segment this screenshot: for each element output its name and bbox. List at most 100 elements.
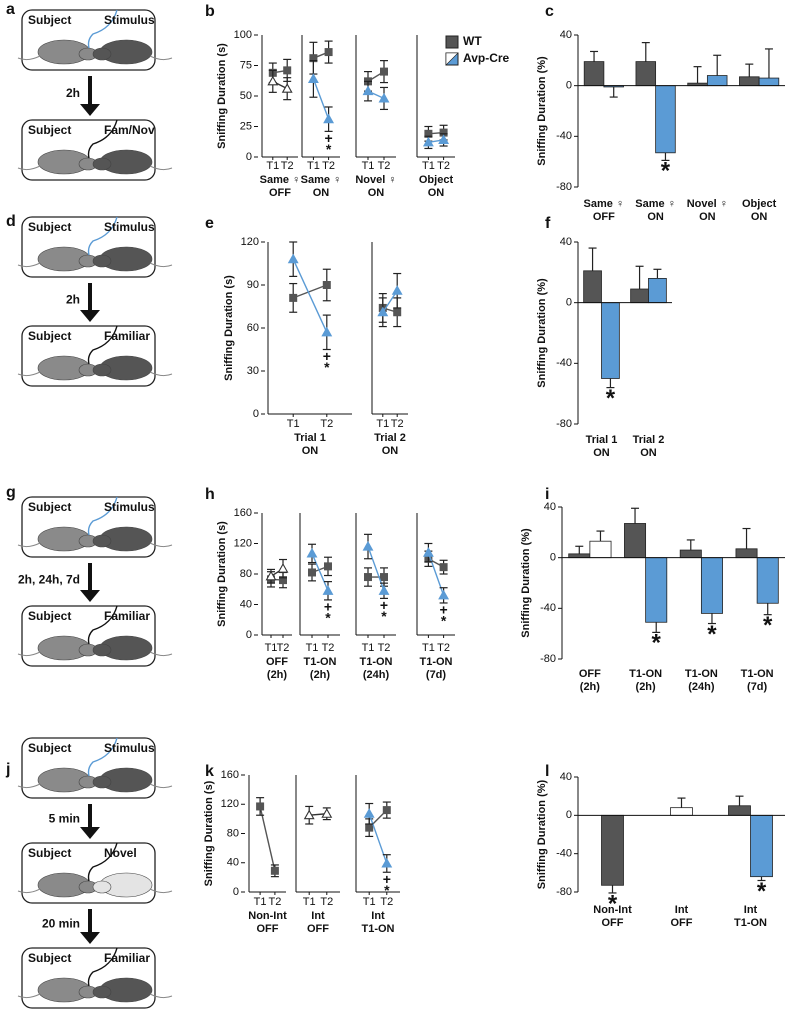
marker-square bbox=[393, 308, 402, 317]
series-line bbox=[311, 553, 329, 592]
x-tick-label: OFF (2h) bbox=[579, 668, 601, 693]
mouse-tail bbox=[17, 888, 41, 894]
y-tick-label: 90 bbox=[247, 279, 259, 291]
box-right-label: Stimulus bbox=[104, 13, 155, 27]
y-tick-label: 40 bbox=[227, 857, 239, 869]
marker-square bbox=[308, 568, 316, 577]
y-tick-label: 0 bbox=[253, 408, 259, 420]
fiber bbox=[87, 605, 118, 645]
bar bbox=[706, 75, 728, 87]
bar bbox=[589, 540, 612, 559]
marker-square bbox=[380, 573, 388, 582]
facet-label: Same ♀ ON bbox=[301, 174, 342, 199]
significance: + bbox=[324, 599, 332, 615]
x-tick-label: T1 bbox=[362, 642, 375, 654]
marker-triangle bbox=[378, 585, 390, 595]
mouse-head bbox=[92, 157, 112, 171]
y-tick-label: 40 bbox=[240, 598, 252, 610]
panel-letter: h bbox=[205, 486, 215, 503]
mouse-tail bbox=[17, 165, 41, 171]
bar bbox=[739, 76, 760, 87]
series-line bbox=[368, 813, 388, 864]
x-tick-label: Int T1-ON bbox=[734, 904, 767, 929]
marker-square bbox=[364, 573, 372, 582]
significance: * bbox=[652, 630, 662, 657]
y-tick-label: 0 bbox=[566, 297, 572, 309]
marker-triangle bbox=[307, 73, 319, 83]
box-right-label: Fam/Nov bbox=[104, 123, 155, 137]
fiber bbox=[87, 9, 118, 49]
x-tick-label: T2 bbox=[320, 896, 333, 908]
arrow-head bbox=[80, 827, 100, 839]
box-left-label: Subject bbox=[28, 329, 71, 343]
x-tick-label: T1 bbox=[265, 642, 278, 654]
panel-letter: l bbox=[545, 763, 549, 780]
marker-triangle bbox=[265, 570, 277, 581]
y-axis-label: Sniffing Duration (%) bbox=[536, 779, 548, 889]
series-line bbox=[259, 806, 276, 871]
bar bbox=[728, 805, 751, 816]
panel-letter: f bbox=[545, 215, 551, 232]
box-right-label: Familiar bbox=[104, 951, 150, 965]
mouse-head bbox=[92, 643, 112, 657]
marker-square bbox=[324, 48, 333, 57]
significance: * bbox=[608, 890, 618, 917]
facet-label: Same ♀ OFF bbox=[260, 174, 301, 199]
facet-label: Int OFF bbox=[307, 910, 329, 935]
x-tick-label: T1 bbox=[254, 896, 267, 908]
x-tick-label: T1-ON (2h) bbox=[629, 668, 662, 693]
marker-square bbox=[256, 802, 265, 811]
marker-square bbox=[270, 866, 279, 875]
x-tick-label: T2 bbox=[277, 642, 290, 654]
significance: * bbox=[381, 608, 387, 624]
box-left-label: Subject bbox=[28, 500, 71, 514]
box-right-label: Familiar bbox=[104, 329, 150, 343]
fiber bbox=[87, 325, 118, 365]
marker-triangle bbox=[381, 857, 393, 868]
y-tick-label: 80 bbox=[227, 827, 239, 839]
significance: * bbox=[384, 882, 390, 898]
significance: + bbox=[325, 130, 333, 146]
facet-label: OFF (2h) bbox=[266, 656, 288, 681]
y-axis-label: Sniffing Duration (s) bbox=[223, 275, 235, 381]
mouse-tail bbox=[149, 371, 173, 377]
mouse-head bbox=[92, 534, 112, 548]
arrow-head bbox=[80, 590, 100, 602]
x-tick-label: T2 bbox=[437, 642, 450, 654]
marker-square bbox=[283, 66, 292, 75]
y-tick-label: 25 bbox=[240, 120, 252, 132]
box-right-label: Stimulus bbox=[104, 741, 155, 755]
facet-label: Non-Int OFF bbox=[248, 910, 287, 935]
significance: * bbox=[326, 141, 332, 157]
facet-label: Novel ♀ ON bbox=[355, 174, 396, 199]
y-tick-label: 0 bbox=[246, 151, 252, 163]
x-tick-label: T2 bbox=[380, 896, 393, 908]
x-tick-label: T2 bbox=[322, 642, 335, 654]
x-tick-label: T1 bbox=[422, 642, 435, 654]
marker-triangle bbox=[422, 547, 434, 557]
y-tick-label: -40 bbox=[556, 130, 572, 142]
x-tick-label: T2 bbox=[378, 160, 391, 172]
mouse-head bbox=[92, 985, 112, 999]
significance: * bbox=[707, 621, 717, 648]
mouse-tail bbox=[17, 55, 41, 61]
mouse-tail bbox=[149, 888, 173, 894]
facet-label: Int T1-ON bbox=[362, 910, 395, 935]
x-tick-label: T1 bbox=[303, 896, 316, 908]
x-tick-label: T2 bbox=[391, 418, 404, 430]
facet-label: T1-ON (24h) bbox=[360, 656, 393, 681]
x-tick-label: Object ON bbox=[742, 198, 777, 223]
interval-label: 2h bbox=[66, 293, 80, 307]
y-tick-label: -80 bbox=[540, 653, 556, 665]
marker-triangle bbox=[287, 253, 299, 264]
marker-triangle bbox=[438, 134, 450, 144]
y-axis-label: Sniffing Duration (s) bbox=[216, 43, 228, 149]
marker-triangle bbox=[378, 92, 390, 103]
marker-triangle bbox=[323, 113, 335, 124]
y-tick-label: 40 bbox=[560, 236, 572, 248]
mouse-tail bbox=[17, 651, 41, 657]
bar bbox=[735, 548, 758, 559]
box-right-label: Novel bbox=[104, 846, 137, 860]
marker-square bbox=[382, 806, 391, 815]
